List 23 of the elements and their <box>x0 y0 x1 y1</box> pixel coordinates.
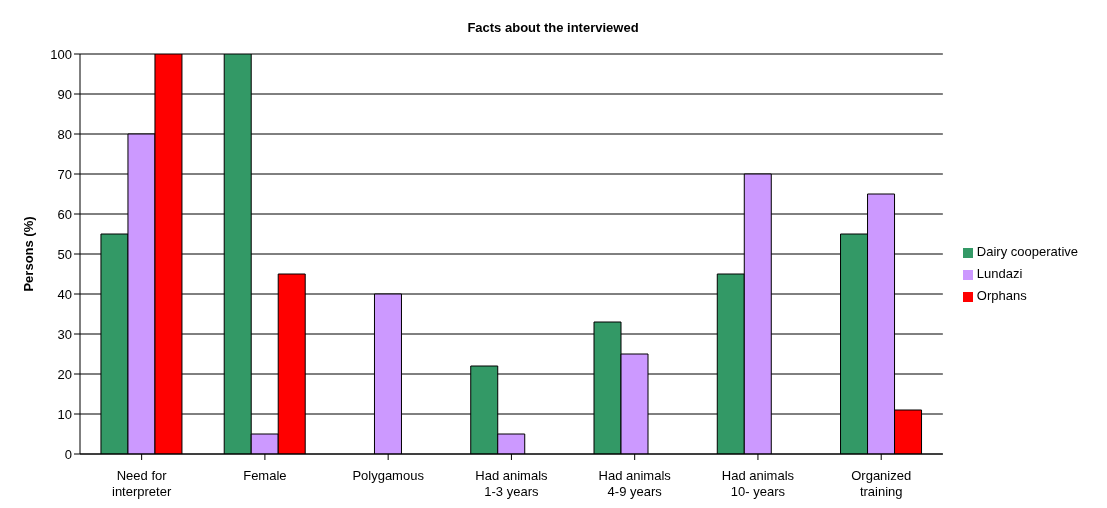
legend-label: Lundazi <box>976 266 1023 281</box>
y-tick-label: 30 <box>57 326 72 342</box>
y-tick-label: 0 <box>64 446 72 462</box>
x-tick-label: Organized training <box>851 468 912 499</box>
x-tick-label: Need for interpreter <box>112 468 172 499</box>
chart-title: Facts about the interviewed <box>466 19 640 37</box>
y-tick-label: 100 <box>50 46 72 62</box>
y-tick-label: 80 <box>57 126 72 142</box>
y-tick-label: 90 <box>57 86 72 102</box>
legend-label: Orphans <box>976 288 1027 303</box>
legend-label: Dairy cooperative <box>976 244 1078 259</box>
y-tick-label: 40 <box>57 286 72 302</box>
x-tick-label: Polygamous <box>352 468 425 483</box>
x-tick-label: Had animals 1-3 years <box>475 468 549 499</box>
x-tick-label: Had animals 10- years <box>721 468 795 499</box>
x-tick-label: Female <box>243 468 287 483</box>
y-tick-label: 50 <box>57 246 72 262</box>
y-tick-label: 70 <box>57 166 72 182</box>
y-tick-label: 20 <box>57 366 72 382</box>
y-tick-label: 60 <box>57 206 72 222</box>
y-tick-label: 10 <box>57 406 72 422</box>
y-axis-title: Persons (%) <box>20 216 36 292</box>
x-tick-label: Had animals 4-9 years <box>598 468 672 499</box>
